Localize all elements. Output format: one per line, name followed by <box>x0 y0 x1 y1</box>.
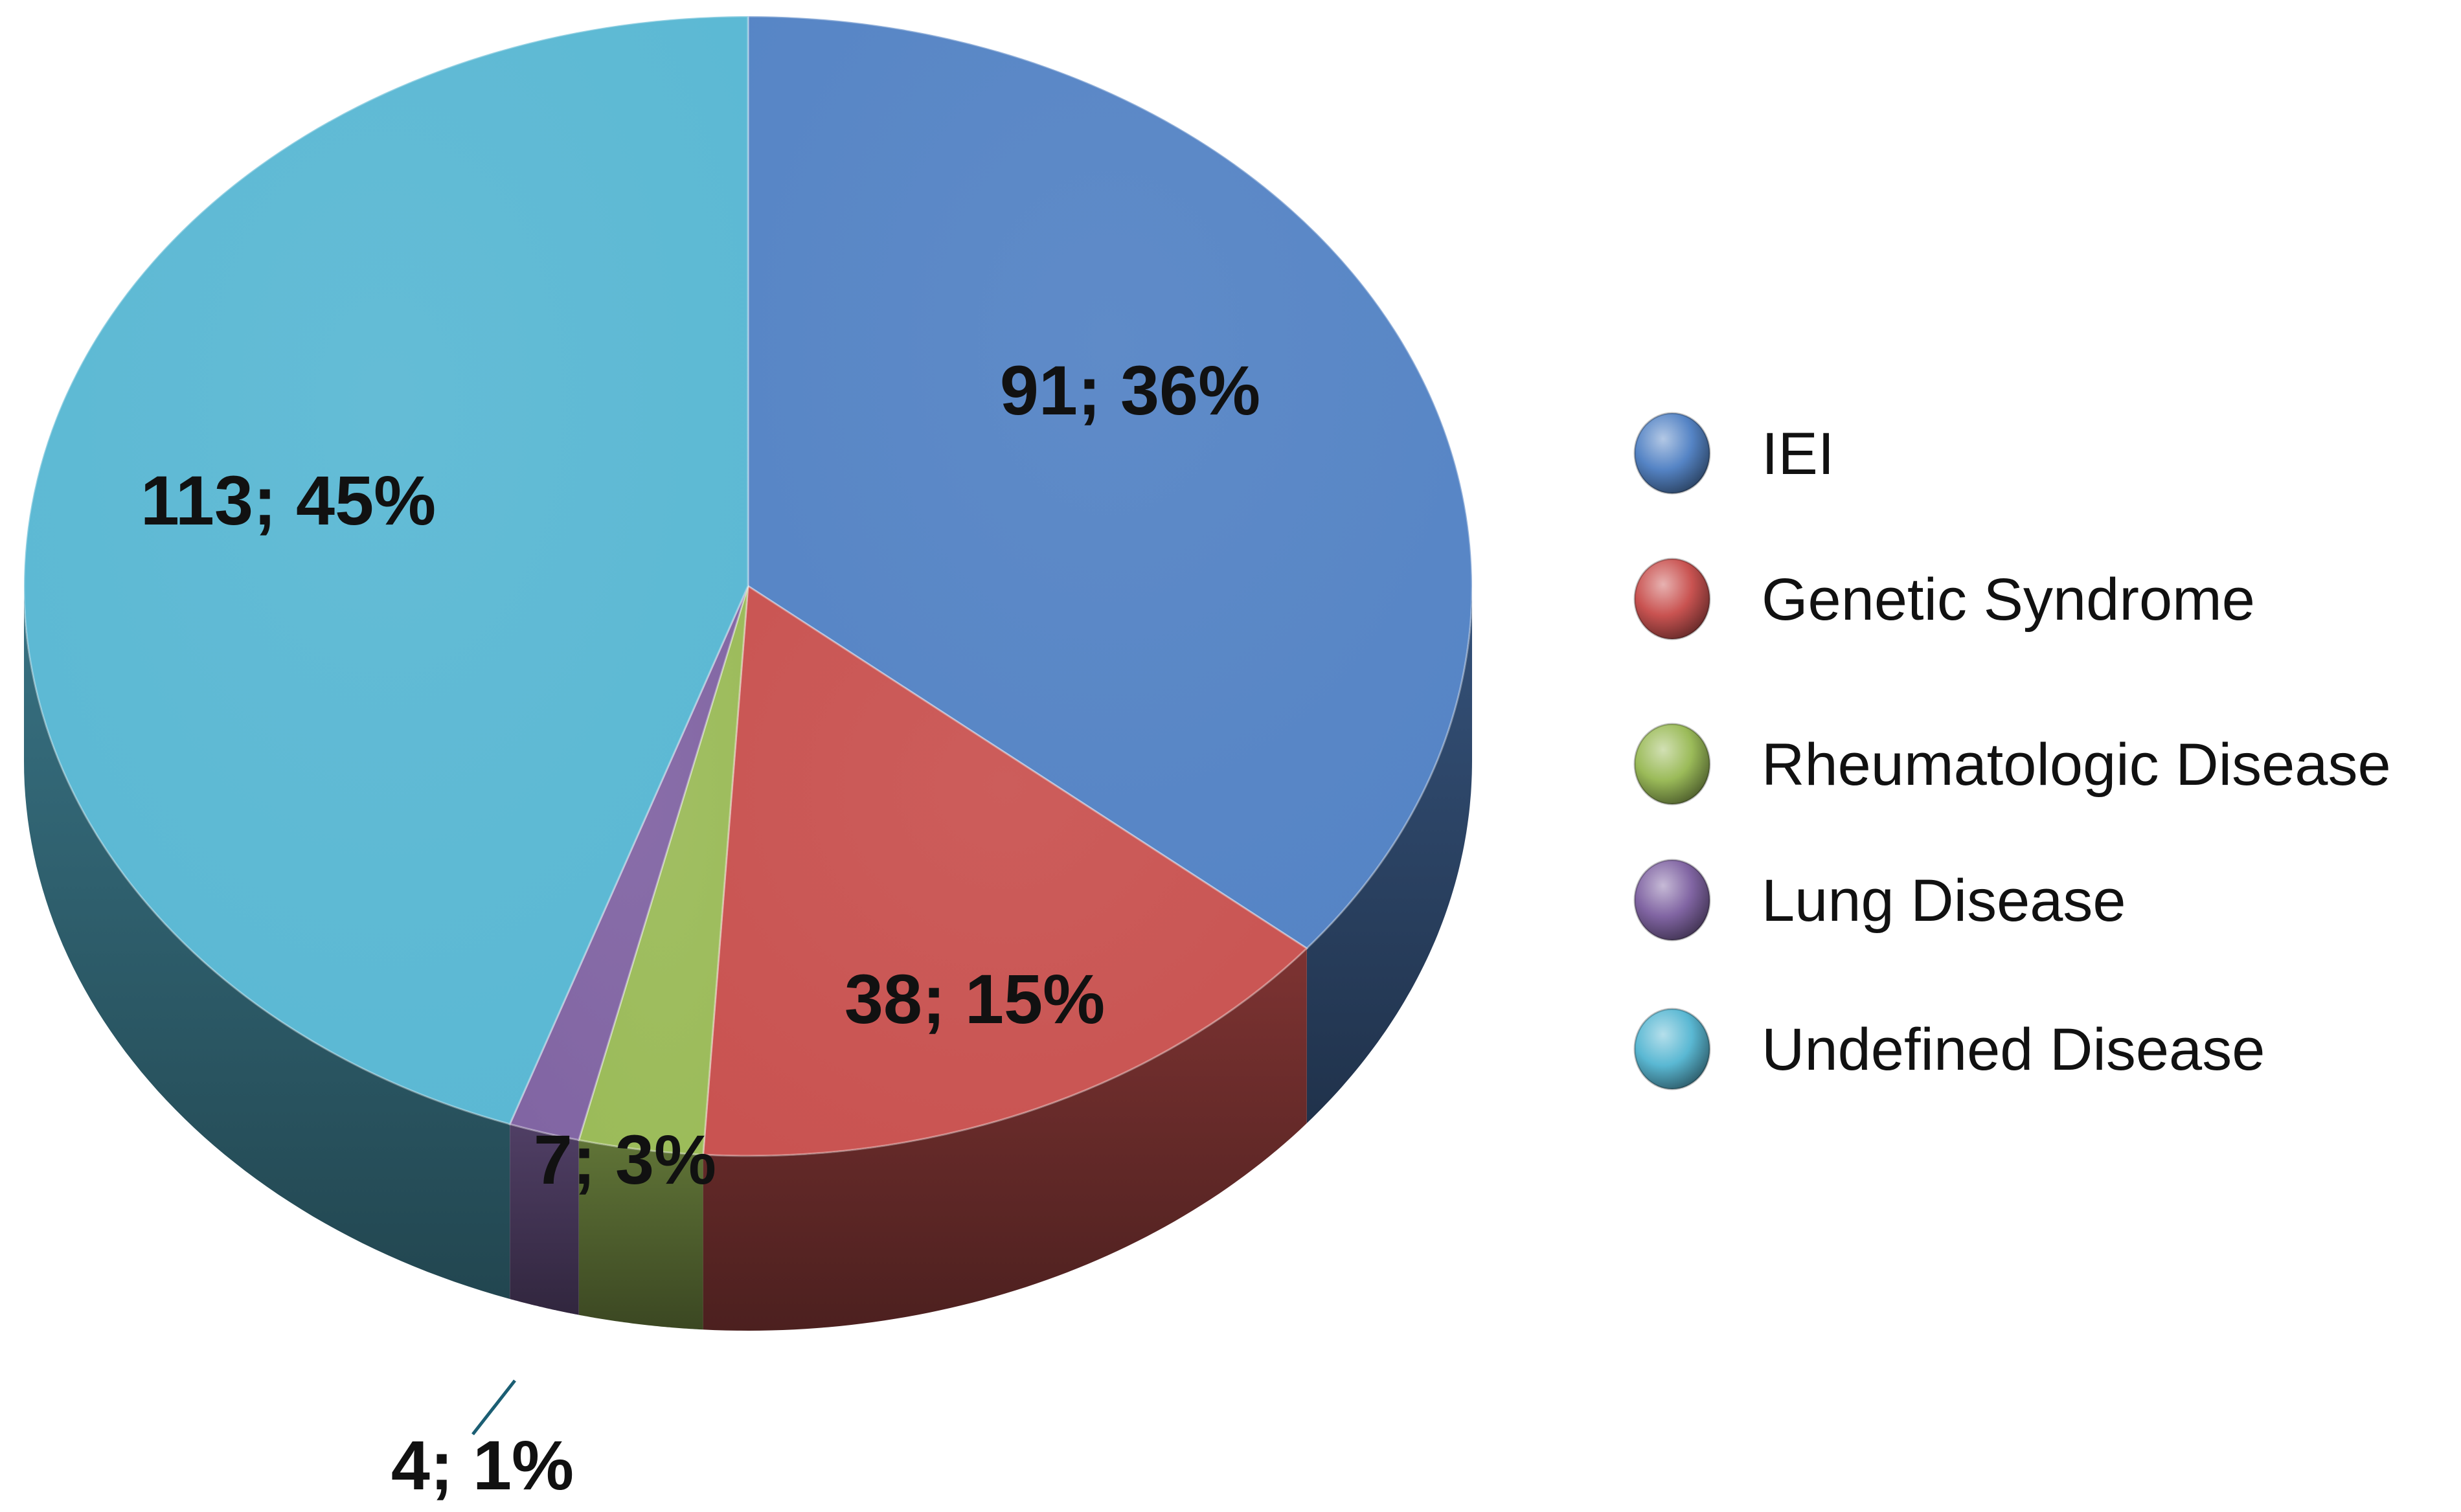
slice-rheumatologic-disease <box>577 585 749 1156</box>
legend-label-undefined-disease: Undefined Disease <box>1762 1017 2265 1083</box>
legend-label-iei: IEI <box>1762 421 1834 487</box>
leader-line-lung-disease <box>471 1379 516 1436</box>
side-genetic-syndrome <box>703 948 1307 1331</box>
side-rheumatologic-disease <box>578 1140 703 1330</box>
side-lung-disease <box>510 1124 579 1315</box>
legend: IEI Genetic Syndrome Rheumatologic Disease… <box>1633 412 2391 1090</box>
side-iei <box>1306 586 1472 1123</box>
legend-item-rheumatologic-disease: Rheumatologic Disease <box>1633 723 2391 806</box>
data-label-lung-disease: 4; 1% <box>391 1426 574 1504</box>
legend-label-rheumatologic-disease: Rheumatologic Disease <box>1762 732 2391 798</box>
legend-item-iei: IEI <box>1633 412 1834 495</box>
data-label-rheumatologic-disease: 7; 3% <box>534 1120 716 1199</box>
side-undefined-disease <box>24 586 510 1299</box>
legend-marker-undefined-disease <box>1633 1008 1711 1090</box>
pie-sides <box>24 586 1472 1331</box>
legend-marker-iei <box>1633 412 1711 495</box>
pie-slices <box>23 15 1473 1157</box>
legend-marker-rheumatologic-disease <box>1633 723 1711 806</box>
legend-label-genetic-syndrome: Genetic Syndrome <box>1762 567 2255 633</box>
data-label-iei: 91; 36% <box>1000 351 1260 429</box>
legend-label-lung-disease: Lung Disease <box>1762 868 2126 934</box>
slice-undefined-disease <box>23 15 749 1125</box>
data-label-genetic-syndrome: 38; 15% <box>845 960 1105 1038</box>
data-labels: 91; 36% 38; 15% 7; 3% 4; 1% 113; 45% <box>141 351 1260 1504</box>
legend-marker-lung-disease <box>1633 859 1711 942</box>
legend-item-undefined-disease: Undefined Disease <box>1633 1008 2265 1090</box>
slice-lung-disease <box>508 585 749 1142</box>
legend-marker-genetic-syndrome <box>1633 558 1711 640</box>
legend-item-genetic-syndrome: Genetic Syndrome <box>1633 558 2255 640</box>
slice-genetic-syndrome <box>701 584 1309 1157</box>
data-label-undefined-disease: 113; 45% <box>141 461 436 539</box>
slice-iei <box>747 15 1473 950</box>
legend-item-lung-disease: Lung Disease <box>1633 859 2126 942</box>
